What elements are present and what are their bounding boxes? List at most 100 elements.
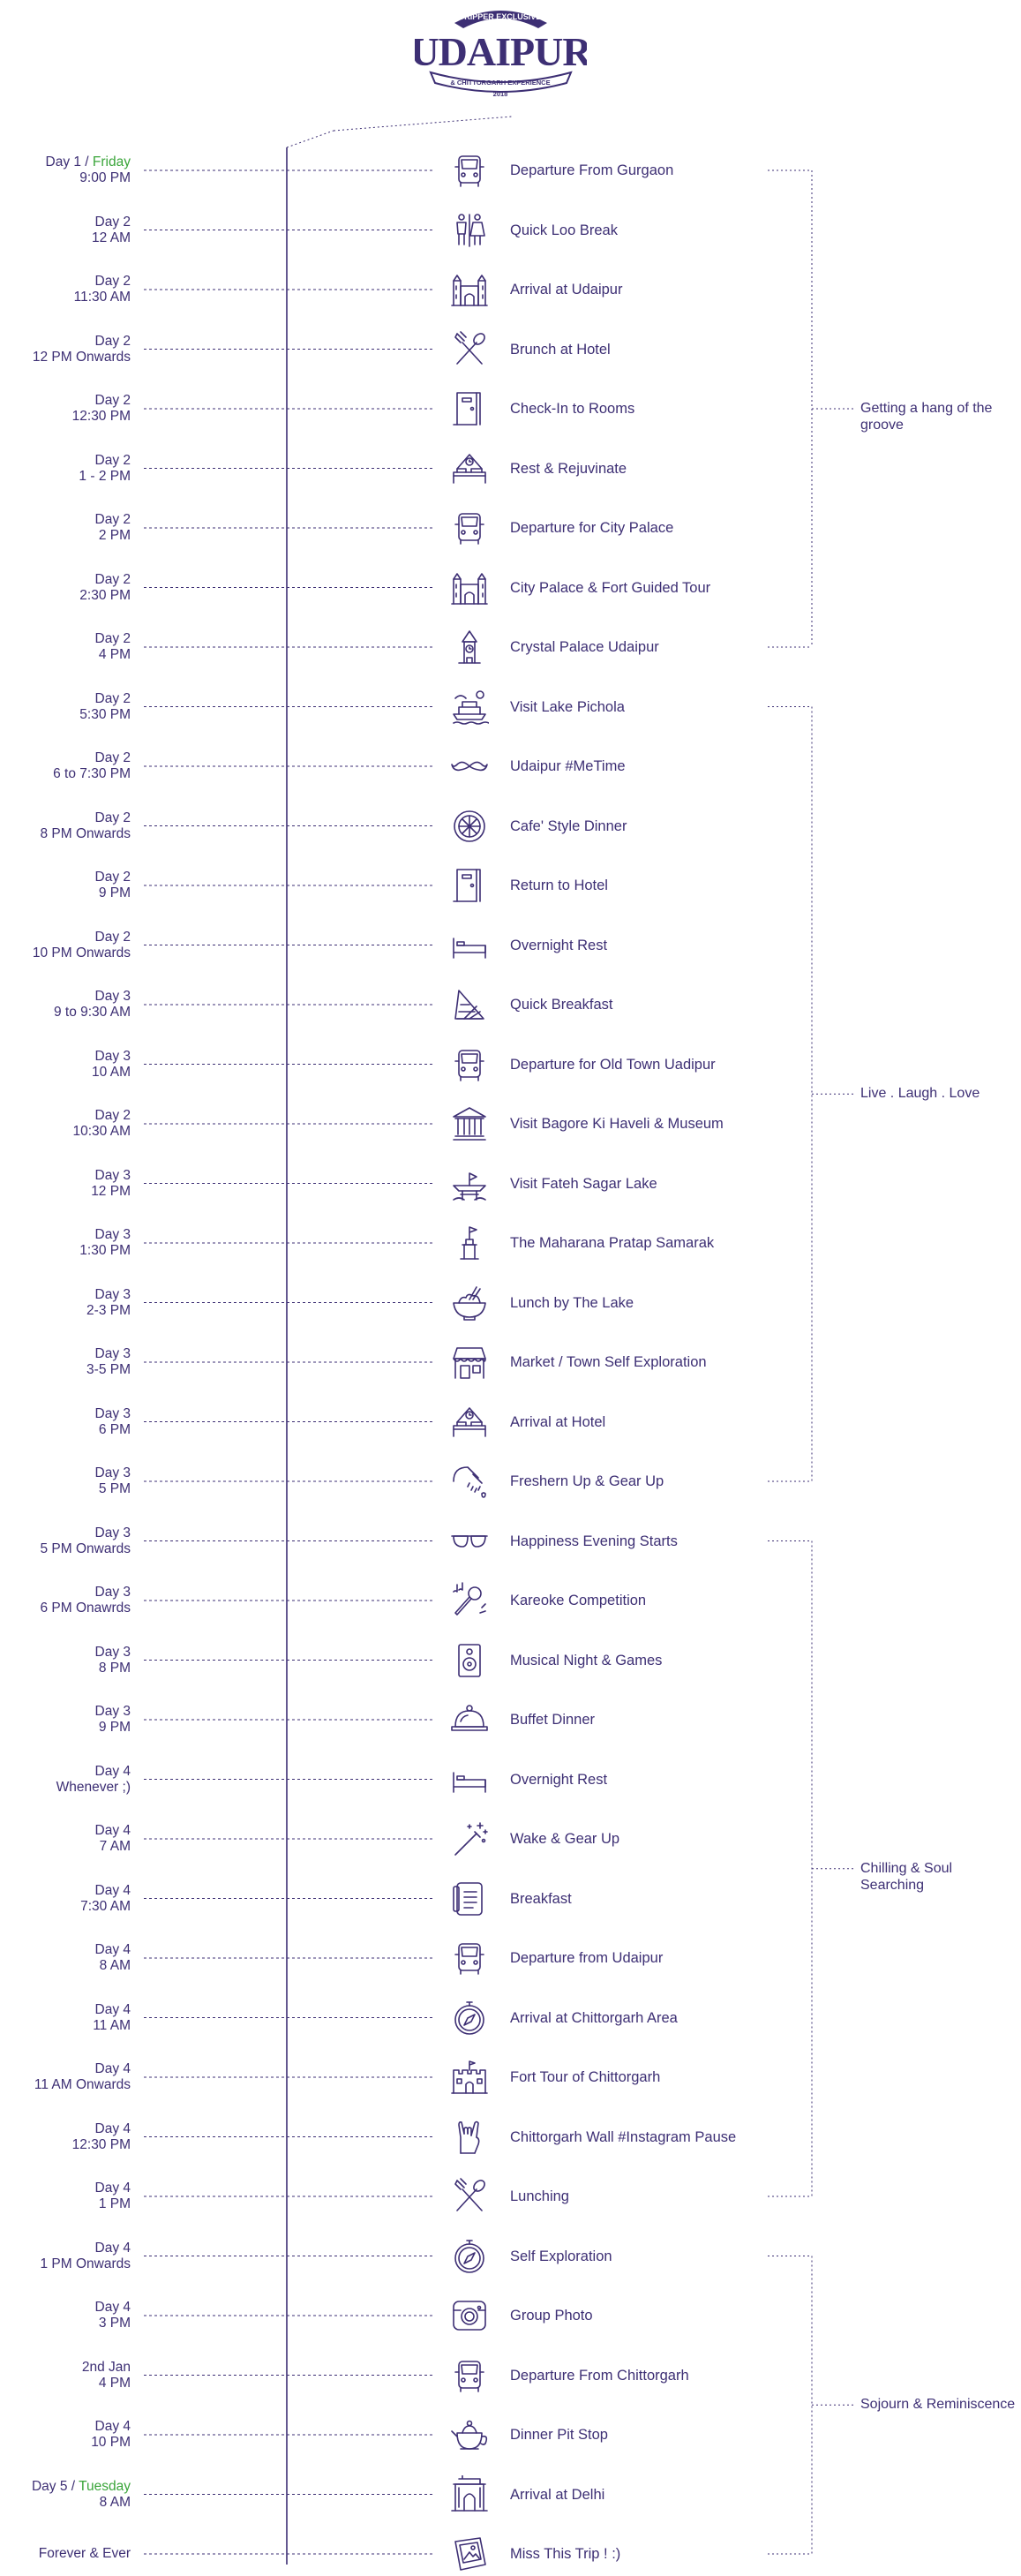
event-title: The Maharana Pratap Samarak bbox=[510, 1235, 715, 1251]
group-label: Live . Laugh . Love bbox=[860, 1086, 980, 1102]
group-label: Getting a hang of the groove bbox=[860, 401, 993, 433]
event-time-label: Day 4 11 AM bbox=[0, 2002, 131, 2034]
clock-tower-icon bbox=[458, 630, 481, 664]
event-time-label: Day 3 10 AM bbox=[0, 1049, 131, 1081]
event-time: 1:30 PM bbox=[79, 1243, 131, 1258]
event-day: Day 4 bbox=[94, 1942, 131, 1957]
event-time: 6 PM Onawrds bbox=[40, 1601, 131, 1616]
event-time-label: Day 2 10:30 AM bbox=[0, 1108, 131, 1140]
event-time: 12:30 PM bbox=[71, 409, 131, 424]
mustache-icon bbox=[451, 761, 488, 772]
car-icon bbox=[454, 513, 484, 545]
monument-icon bbox=[460, 1226, 479, 1260]
event-day: Day 2 bbox=[94, 571, 131, 587]
event-time: 9:00 PM bbox=[79, 170, 131, 185]
event-day: Day 2 bbox=[94, 214, 131, 230]
event-time: 9 to 9:30 AM bbox=[53, 1005, 131, 1020]
city-gate-icon bbox=[451, 572, 488, 605]
india-gate-icon bbox=[451, 2474, 488, 2512]
compass-icon bbox=[454, 2239, 484, 2273]
event-time-label: Day 3 1:30 PM bbox=[0, 1227, 131, 1259]
event-day: Day 2 bbox=[94, 274, 131, 289]
event-day: Day 4 bbox=[94, 2061, 131, 2076]
event-title: Breakfast bbox=[510, 1890, 572, 1907]
event-day: Day 5 / Tuesday bbox=[31, 2478, 131, 2494]
event-time: 11 AM Onwards bbox=[34, 2077, 131, 2092]
svg-text:& CHITTORGARH EXPERIENCE: & CHITTORGARH EXPERIENCE bbox=[450, 79, 550, 87]
event-time: 10:30 AM bbox=[72, 1124, 131, 1139]
event-title: Lunching bbox=[510, 2188, 569, 2204]
logo-connector-line bbox=[333, 116, 513, 132]
event-day: Day 4 bbox=[94, 1882, 131, 1898]
camera-icon bbox=[453, 2301, 486, 2331]
event-time: 1 - 2 PM bbox=[79, 468, 131, 484]
event-time-label: Day 2 10 PM Onwards bbox=[0, 930, 131, 961]
event-time-label: Day 3 2-3 PM bbox=[0, 1287, 131, 1319]
event-day: Day 3 bbox=[94, 989, 131, 1004]
event-title: Return to Hotel bbox=[510, 877, 608, 893]
event-day: Day 4 bbox=[94, 2181, 131, 2196]
event-day: Day 2 bbox=[94, 750, 131, 765]
event-time: 2-3 PM bbox=[86, 1302, 131, 1318]
event-title: Overnight Rest bbox=[510, 937, 608, 953]
event-time: 8 PM bbox=[98, 1660, 131, 1676]
event-day: Day 4 bbox=[94, 1763, 131, 1779]
event-time: 11 AM bbox=[93, 2017, 131, 2033]
event-time: 6 to 7:30 PM bbox=[53, 766, 131, 781]
boat-icon bbox=[453, 689, 489, 725]
event-title: Overnight Rest bbox=[510, 1771, 608, 1788]
event-day: Day 3 bbox=[94, 1286, 131, 1302]
bed-clock-icon bbox=[453, 453, 486, 484]
shower-icon bbox=[453, 1466, 486, 1498]
event-title: Departure From Gurgaon bbox=[510, 162, 674, 178]
event-day: Day 3 bbox=[94, 1585, 131, 1600]
event-title: Udaipur #MeTime bbox=[510, 758, 626, 774]
event-time: 7:30 AM bbox=[80, 1898, 131, 1914]
event-title: Quick Loo Break bbox=[510, 222, 618, 238]
event-time: 10 PM Onwards bbox=[32, 945, 131, 960]
event-time: 11:30 AM bbox=[73, 290, 131, 305]
event-time: 5:30 PM bbox=[79, 706, 131, 722]
event-title: Kareoke Competition bbox=[510, 1593, 647, 1608]
event-time: 5 PM Onwards bbox=[40, 1540, 131, 1556]
event-time: 12 AM bbox=[92, 230, 131, 245]
cloche-icon bbox=[451, 1705, 488, 1731]
rock-hand-icon bbox=[458, 2120, 480, 2154]
event-day: Day 1 / Friday bbox=[45, 154, 131, 169]
event-time-label: Day 4 Whenever ;) bbox=[0, 1764, 131, 1796]
group-label: Sojourn & Reminiscence bbox=[860, 2397, 1016, 2413]
event-day: Day 3 bbox=[94, 1525, 131, 1540]
event-title: Market / Town Self Exploration bbox=[510, 1354, 707, 1370]
logo-connector-line bbox=[286, 130, 334, 148]
event-time: 12 PM Onwards bbox=[32, 349, 131, 365]
event-time: 9 PM bbox=[98, 885, 131, 900]
event-title: City Palace & Fort Guided Tour bbox=[510, 579, 711, 596]
door-icon bbox=[453, 392, 481, 426]
event-title: Departure for City Palace bbox=[510, 520, 674, 536]
event-time-label: Day 5 / Tuesday 8 AM bbox=[0, 2479, 131, 2511]
event-day: Day 4 bbox=[94, 2120, 131, 2136]
event-day: Day 4 bbox=[94, 1823, 131, 1838]
door-icon bbox=[453, 869, 481, 902]
event-time: 6 PM bbox=[98, 1421, 131, 1437]
event-day: Forever & Ever bbox=[38, 2546, 131, 2561]
event-title: Departure for Old Town Uadipur bbox=[510, 1056, 716, 1073]
event-title: Cafe' Style Dinner bbox=[510, 817, 627, 834]
event-title: Fort Tour of Chittorgarh bbox=[510, 2069, 661, 2085]
event-title: Arrival at Hotel bbox=[510, 1413, 606, 1430]
event-time-label: Day 2 12 PM Onwards bbox=[0, 334, 131, 365]
event-time: 4 PM bbox=[98, 2375, 131, 2391]
event-weekday: Friday bbox=[92, 154, 131, 169]
event-day: Day 2 bbox=[94, 929, 131, 945]
event-title: Self Exploration bbox=[510, 2248, 612, 2264]
event-time-label: Day 4 12:30 PM bbox=[0, 2121, 131, 2153]
event-time: Whenever ;) bbox=[56, 1779, 131, 1795]
